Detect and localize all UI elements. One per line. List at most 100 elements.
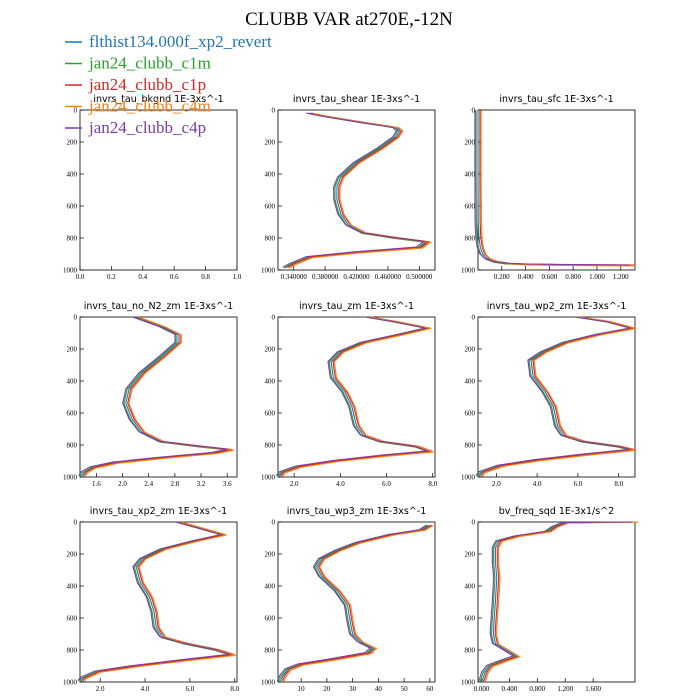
y-tick-label: 400 [67, 583, 78, 591]
y-tick-label: 1000 [63, 267, 78, 275]
panel-title: invrs_tau_zm 1E-3xs^-1 [299, 301, 414, 312]
panel-5: invrs_tau_zm 1E-3xs^-1 0 200 400 600 800 1000 2… [261, 301, 438, 488]
x-tick-label: 0.400 [518, 273, 534, 281]
x-tick-label: 0.600 [541, 273, 557, 281]
legend-item: jan24_clubb_c1p [65, 75, 206, 94]
x-tick-label: 10 [298, 685, 306, 693]
series-line-jan24_clubb_c1p [287, 112, 431, 268]
panel-title: invrs_tau_sfc 1E-3xs^-1 [499, 94, 613, 105]
series-line-jan24_clubb_c4m [84, 316, 234, 477]
y-tick-label: 600 [67, 203, 78, 211]
plot-frame [277, 521, 436, 683]
y-tick-label: 200 [67, 139, 78, 147]
plot-frame [477, 316, 636, 478]
legend-item: jan24_clubb_c4p [65, 118, 206, 137]
x-tick-label: 1.6 [92, 480, 101, 488]
y-tick-label: 800 [465, 235, 476, 243]
x-tick-label: 0.800 [529, 685, 545, 693]
series-line-jan24_clubb_c4m [481, 316, 637, 478]
series-line-jan24_clubb_c4m [484, 521, 639, 683]
x-tick-label: 2.8 [170, 480, 179, 488]
series-line-jan24_clubb_c1m [479, 521, 634, 683]
y-tick-label: 800 [67, 647, 78, 655]
y-tick-label: 400 [265, 583, 276, 591]
legend-label: jan24_clubb_c1m [88, 54, 211, 73]
legend-label: jan24_clubb_c1p [88, 75, 206, 94]
series-line-jan24_clubb_c4p [477, 521, 632, 682]
y-tick-label: 400 [465, 378, 476, 386]
x-tick-label: 1.200 [557, 685, 573, 693]
x-tick-label: 1.0 [233, 273, 242, 281]
plot-frame [277, 109, 436, 271]
y-tick-label: 200 [465, 139, 476, 147]
y-tick-label: 400 [67, 378, 78, 386]
y-tick-label: 800 [465, 647, 476, 655]
panel-title: invrs_tau_xp2_zm 1E-3xs^-1 [90, 506, 227, 517]
plot-frame [277, 316, 436, 478]
x-tick-label: 2.0 [492, 480, 501, 488]
y-tick-label: 600 [67, 410, 78, 418]
x-tick-label: 0.8 [201, 273, 210, 281]
panel-title: invrs_tau_bkgnd 1E-3xs^-1 [93, 94, 223, 105]
legend-item: jan24_clubb_c4m [65, 97, 211, 116]
plot-frame [477, 521, 636, 683]
y-tick-label: 0 [472, 107, 476, 115]
x-tick-label: 8.0 [230, 685, 239, 693]
x-tick-label: 0.400 [502, 685, 518, 693]
panel-3: invrs_tau_sfc 1E-3xs^-1 0 200 400 600 800 1000… [461, 94, 636, 281]
y-tick-label: 200 [67, 551, 78, 559]
y-tick-label: 200 [265, 551, 276, 559]
series-line-jan24_clubb_c4m [480, 110, 636, 267]
y-tick-label: 200 [265, 139, 276, 147]
series-line-jan24_clubb_c4m [283, 524, 434, 682]
y-tick-label: 400 [265, 378, 276, 386]
x-tick-label: 1.600 [585, 685, 601, 693]
series-line-jan24_clubb_c1p [479, 110, 635, 266]
y-tick-label: 0 [74, 107, 78, 115]
series-line-jan24_clubb_c1m [278, 524, 429, 682]
legend: flthist134.000f_xp2_revert jan24_clubb_c1… [65, 32, 272, 137]
x-tick-label: 50 [401, 685, 409, 693]
panel-7: invrs_tau_xp2_zm 1E-3xs^-1 0 200 400 600 800 1… [63, 506, 240, 693]
legend-label: jan24_clubb_c4m [88, 97, 211, 116]
y-tick-label: 200 [465, 346, 476, 354]
y-tick-label: 400 [465, 171, 476, 179]
x-tick-label: 20 [323, 685, 331, 693]
series-line-jan24_clubb_c4p [77, 521, 230, 682]
x-tick-label: 3.2 [197, 480, 206, 488]
legend-label: flthist134.000f_xp2_revert [89, 32, 272, 51]
panel-grid: invrs_tau_bkgnd 1E-3xs^-1020040060080010… [63, 94, 639, 693]
x-tick-label: 0.380000 [312, 273, 339, 281]
series-line-flthist134.000f_xp2_revert [285, 112, 429, 269]
x-tick-label: 2.0 [118, 480, 127, 488]
y-tick-label: 1000 [461, 474, 476, 482]
legend-label: jan24_clubb_c4p [88, 118, 206, 137]
series-line-jan24_clubb_c4m [83, 521, 236, 683]
y-tick-label: 1000 [63, 679, 78, 687]
y-tick-label: 600 [465, 615, 476, 623]
panel-9: bv_freq_sqd 1E-3x1/s^2020040060080010000… [461, 506, 639, 693]
y-tick-label: 800 [265, 647, 276, 655]
y-tick-label: 600 [265, 410, 276, 418]
series-line-flthist134.000f_xp2_revert [480, 521, 636, 683]
y-tick-label: 400 [465, 583, 476, 591]
x-tick-label: 60 [426, 685, 434, 693]
x-tick-label: 1.000 [589, 273, 605, 281]
panel-4: invrs_tau_no_N2_zm 1E-3xs^-1 0 200 400 600 80… [63, 301, 238, 488]
y-tick-label: 0 [472, 519, 476, 527]
x-tick-label: 0.0 [76, 273, 85, 281]
y-tick-label: 0 [272, 107, 276, 115]
x-tick-label: 8.0 [614, 480, 623, 488]
series-line-jan24_clubb_c1p [280, 316, 433, 477]
x-tick-label: 0.000 [474, 685, 490, 693]
y-tick-label: 600 [67, 615, 78, 623]
plot-frame [79, 109, 238, 271]
series-line-jan24_clubb_c4p [282, 112, 426, 268]
panel-title: invrs_tau_no_N2_zm 1E-3xs^-1 [84, 301, 233, 312]
y-tick-label: 600 [465, 203, 476, 211]
x-tick-label: 6.0 [574, 480, 583, 488]
series-line-jan24_clubb_c1m [283, 112, 427, 269]
y-tick-label: 0 [272, 314, 276, 322]
x-tick-label: 0.800 [565, 273, 581, 281]
